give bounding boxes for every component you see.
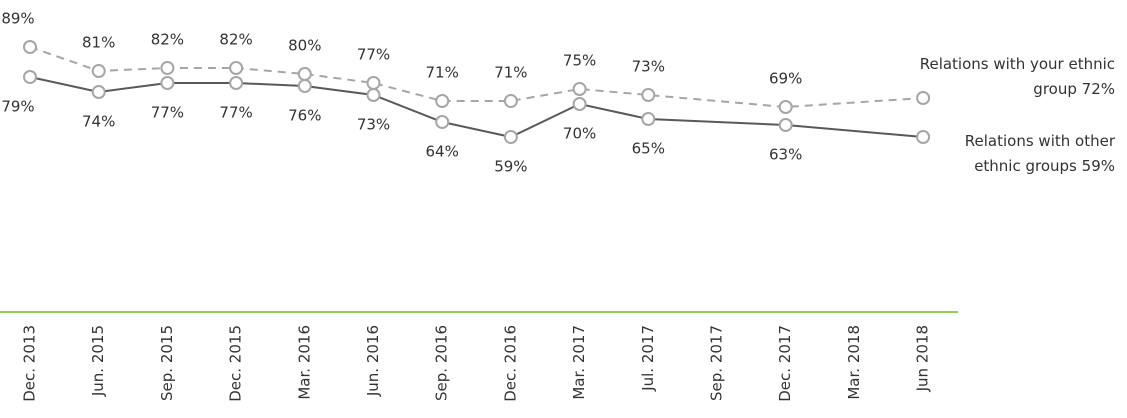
data-label: 77% [151, 104, 184, 122]
x-tick-label: Mar. 2018 [845, 325, 863, 400]
data-label: 73% [632, 58, 665, 76]
x-tick-label: Sep. 2016 [433, 325, 451, 401]
x-tick-label: Jun 2018 [914, 325, 932, 392]
x-tick-label: Dec. 2015 [227, 325, 245, 402]
point [229, 76, 244, 90]
point [435, 94, 450, 108]
point [297, 79, 312, 93]
end-label-1: Relations with other ethnic groups 59% [915, 129, 1115, 179]
point [572, 97, 587, 111]
end-value: 59% [1081, 157, 1115, 175]
data-label: 69% [769, 70, 802, 88]
point [91, 64, 106, 78]
point [23, 70, 37, 84]
data-label: 74% [82, 113, 115, 131]
data-label: 77% [357, 46, 390, 64]
x-tick-label: Sep. 2017 [708, 325, 726, 401]
data-label: 77% [219, 104, 252, 122]
x-tick-label: Jun. 2016 [364, 325, 382, 397]
x-tick-label: Jun. 2015 [89, 325, 107, 397]
series-line [29, 46, 924, 109]
x-tick-label: Jul. 2017 [639, 325, 657, 392]
x-tick-label: Dec. 2013 [21, 325, 39, 402]
point [435, 115, 450, 129]
series-name: Relations with your ethnic group [919, 55, 1115, 98]
data-label: 70% [563, 125, 596, 143]
point [641, 112, 656, 126]
x-tick-label: Mar. 2017 [570, 325, 588, 400]
series-line [29, 76, 924, 139]
data-label: 65% [632, 140, 665, 158]
data-label: 71% [426, 64, 459, 82]
point [778, 118, 793, 132]
point [366, 76, 381, 90]
point [160, 61, 175, 75]
point [641, 88, 656, 102]
point [23, 40, 37, 54]
x-tick-label: Dec. 2017 [776, 325, 794, 402]
x-tick-label: Mar. 2016 [295, 325, 313, 400]
data-label: 79% [1, 98, 34, 116]
point [503, 94, 518, 108]
point [91, 85, 106, 99]
data-label: 59% [494, 158, 527, 176]
end-label-0: Relations with your ethnic group 72% [915, 52, 1115, 102]
point [916, 130, 931, 144]
end-value: 72% [1081, 80, 1115, 98]
series-name: Relations with other ethnic groups [964, 132, 1115, 175]
data-label: 76% [288, 107, 321, 125]
point [366, 88, 381, 102]
point [297, 67, 312, 81]
x-tick-label: Dec. 2016 [501, 325, 519, 402]
point [778, 100, 793, 114]
data-label: 89% [1, 10, 34, 28]
data-label: 63% [769, 146, 802, 164]
data-label: 64% [426, 143, 459, 161]
point [916, 91, 931, 105]
data-label: 71% [494, 64, 527, 82]
point [160, 76, 175, 90]
point [229, 61, 244, 75]
data-label: 73% [357, 116, 390, 134]
data-label: 82% [151, 31, 184, 49]
point [572, 82, 587, 96]
data-label: 82% [219, 31, 252, 49]
data-label: 81% [82, 34, 115, 52]
point [503, 130, 518, 144]
x-tick-label: Sep. 2015 [158, 325, 176, 401]
data-label: 80% [288, 37, 321, 55]
data-label: 75% [563, 52, 596, 70]
